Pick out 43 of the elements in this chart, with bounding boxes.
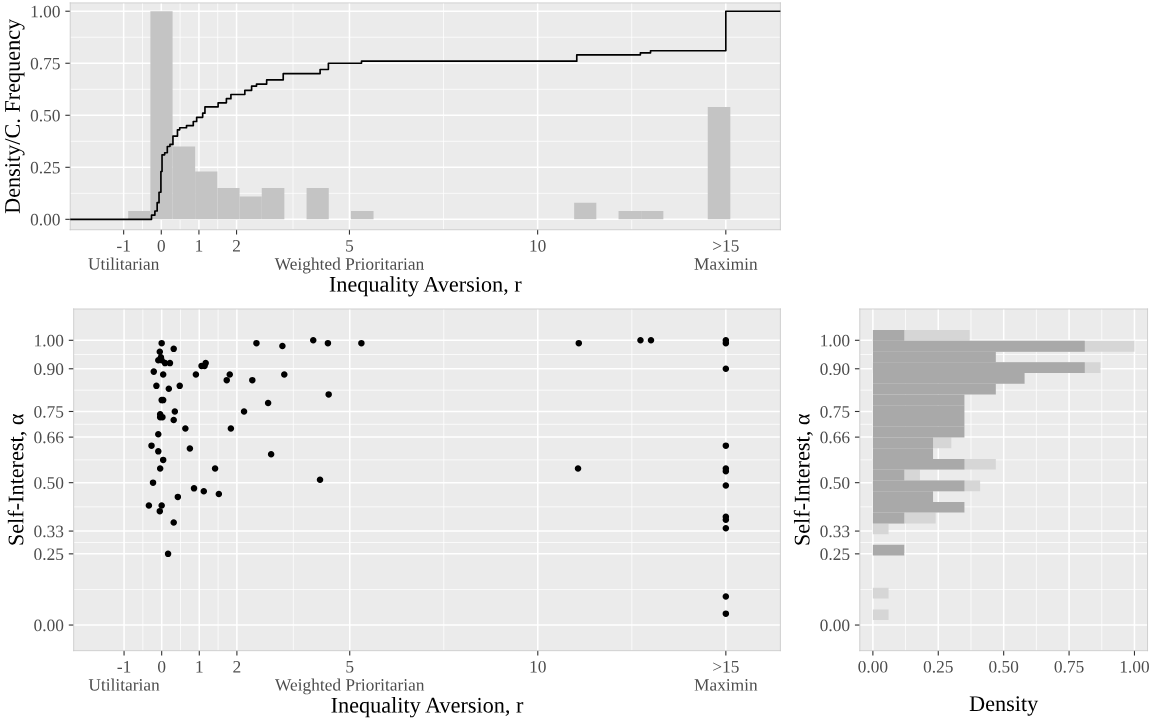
y-tick-label: 0.33	[820, 525, 850, 538]
y-tick-label: 0.25	[34, 548, 64, 561]
y-tick-label: 0.75	[820, 405, 850, 418]
x-tick-label: >15 Maximin	[694, 240, 758, 270]
x-tick-label: 1.00	[1120, 660, 1149, 673]
y-axis-title: Self-Interest, α	[793, 414, 813, 545]
x-tick-label: 2	[233, 660, 241, 673]
y-tick-label: 0.00	[34, 619, 64, 632]
y-tick-label: 0.90	[820, 363, 850, 376]
x-tick-label: 0	[158, 660, 166, 673]
x-tick-label: 0.75	[1054, 660, 1084, 673]
y-tick-label: 0.66	[34, 431, 64, 444]
y-tick-label: 0.66	[820, 431, 850, 444]
y-axis-title: Self-Interest, α	[7, 414, 27, 545]
x-tick-label: 0.25	[923, 660, 953, 673]
x-tick-label: 5 Weighted Prioritarian	[274, 661, 425, 695]
x-axis-title: Inequality Aversion, r	[329, 276, 522, 297]
x-tick-label: 5 Weighted Prioritarian	[274, 240, 424, 274]
y-tick-label: 0.50	[30, 109, 60, 122]
y-axis-title: Density/C. Frequency	[5, 18, 25, 214]
x-tick-label: 10	[530, 660, 546, 673]
x-tick-label: >15 Maximin	[694, 660, 758, 691]
y-tick-label: 1.00	[31, 5, 60, 18]
y-tick-label: 0.75	[30, 57, 60, 70]
x-tick-label: 1	[196, 240, 203, 252]
y-tick-label: 0.90	[34, 363, 64, 376]
y-tick-label: 0.25	[820, 548, 850, 561]
x-tick-label: 10	[530, 239, 546, 252]
y-tick-label: 0.75	[34, 405, 64, 418]
x-tick-label: 1	[196, 660, 203, 673]
x-axis-title: Density	[969, 696, 1039, 716]
y-tick-label: 1.00	[821, 334, 850, 347]
x-tick-label: 2	[232, 240, 240, 252]
x-axis-title: Inequality Aversion, r	[331, 697, 524, 718]
y-tick-label: 0.25	[30, 161, 60, 174]
y-tick-label: 0.50	[34, 477, 64, 489]
x-tick-label: 0.50	[989, 660, 1019, 673]
x-tick-label: 0.00	[858, 660, 888, 673]
y-tick-label: 0.33	[34, 525, 64, 538]
y-tick-label: 0.00	[30, 213, 60, 226]
y-tick-label: 1.00	[35, 334, 64, 347]
y-tick-label: 0.50	[820, 477, 850, 489]
y-tick-label: 0.00	[820, 619, 850, 632]
